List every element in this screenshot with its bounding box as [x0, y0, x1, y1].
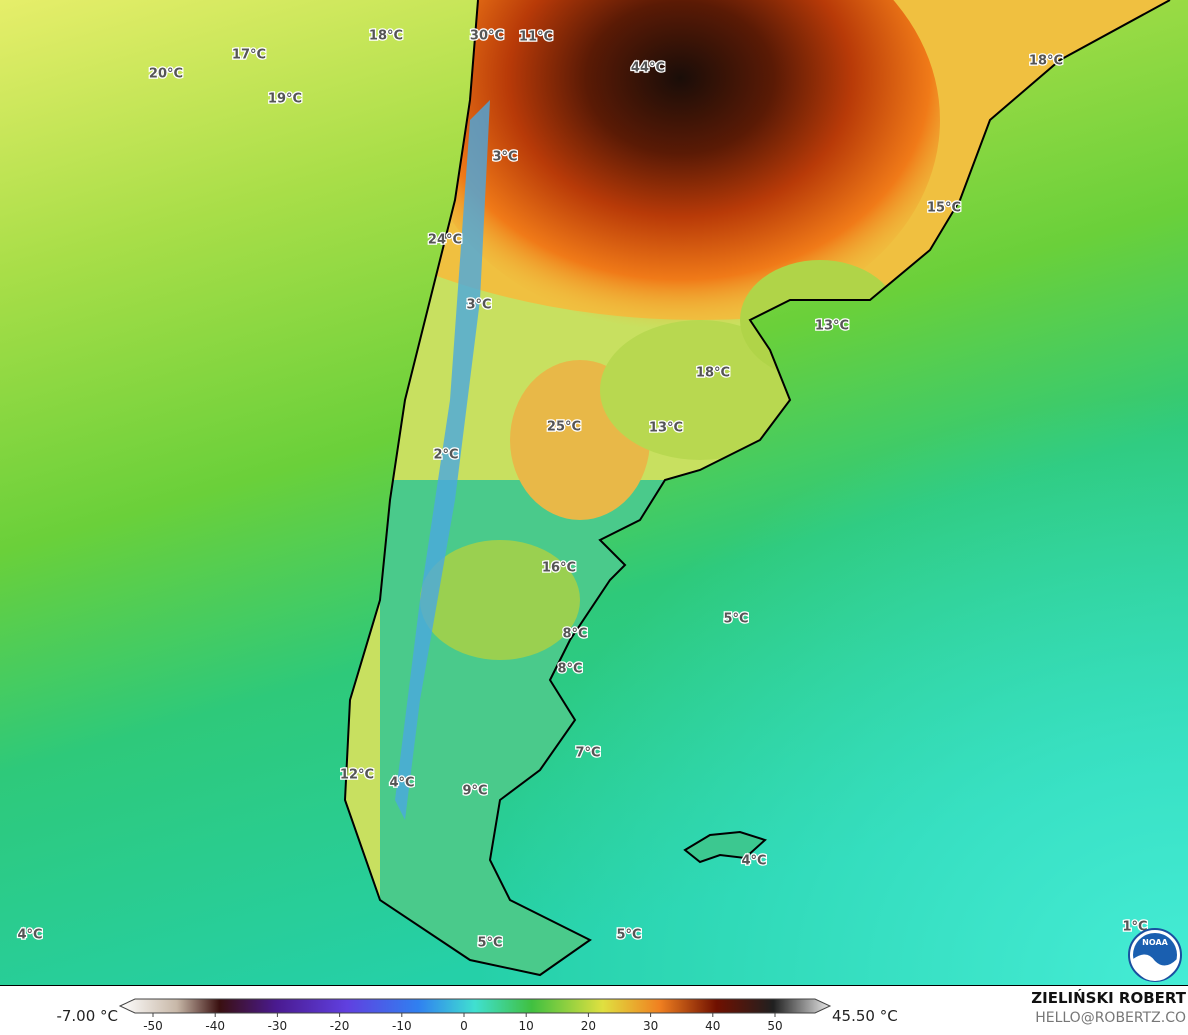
temperature-label: 16°C	[542, 561, 576, 576]
temperature-label: 8°C	[562, 627, 587, 642]
temperature-label: 5°C	[477, 936, 502, 951]
temperature-label: 17°C	[232, 48, 266, 63]
colorbar-tick-label: 50	[767, 1019, 782, 1033]
colorbar-tick-label: 10	[519, 1019, 534, 1033]
colorbar-tick-label: -10	[392, 1019, 412, 1033]
temperature-label: 5°C	[723, 612, 748, 627]
temperature-label: 9°C	[462, 784, 487, 799]
temperature-label: 18°C	[1029, 54, 1063, 69]
map-labels: 18°C 17°C 20°C 19°C 30°C 11°C 44°C 18°C 3°C 15°C 2…	[16, 27, 1149, 952]
colorbar-tick-label: 40	[705, 1019, 720, 1033]
temperature-label: 4°C	[741, 854, 766, 869]
temperature-label: 1°C	[1122, 920, 1147, 935]
colorbar-tick-label: -40	[205, 1019, 225, 1033]
colorbar-min: -7.00 °C	[56, 1007, 118, 1025]
temperature-label: 24°C	[428, 233, 462, 248]
coastline	[343, 0, 1171, 977]
temperature-label: 11°C	[519, 30, 553, 45]
logo-text: NOAA	[1142, 938, 1168, 947]
temperature-label: 3°C	[492, 150, 517, 165]
temperature-label: 44°C	[631, 61, 665, 76]
temperature-label: 18°C	[369, 29, 403, 44]
temperature-label: 13°C	[815, 319, 849, 334]
colorbar-tick-label: -20	[330, 1019, 350, 1033]
temperature-label: 4°C	[17, 928, 42, 943]
colorbar-ticks: -50 -40 -30 -20 -10 0 10 20 30 40 50	[143, 1013, 783, 1033]
noaa-logo: NOAA	[1128, 928, 1182, 982]
contact: HELLO@ROBERTZ.CO	[1035, 1010, 1186, 1026]
colorbar-tick-label: 0	[460, 1019, 468, 1033]
temperature-label: 4°C	[389, 776, 414, 791]
colorbar-tick-label: -30	[268, 1019, 288, 1033]
temperature-label: 12°C	[340, 768, 374, 783]
temperature-label: 20°C	[149, 67, 183, 82]
temperature-label: 30°C	[470, 29, 504, 44]
author: ZIELIŃSKI ROBERT	[1031, 988, 1186, 1007]
colorbar	[118, 998, 832, 1014]
colorbar-tick-label: 30	[643, 1019, 658, 1033]
temperature-label: 7°C	[575, 746, 600, 761]
temperature-label: 25°C	[547, 420, 581, 435]
temperature-label: 3°C	[466, 298, 491, 313]
temperature-label: 18°C	[696, 366, 730, 381]
temperature-label: 19°C	[268, 92, 302, 107]
colorbar-tick-label: -50	[143, 1019, 163, 1033]
temperature-label: 15°C	[927, 201, 961, 216]
temperature-label: 8°C	[557, 662, 582, 677]
colorbar-tick-label: 20	[581, 1019, 596, 1033]
falkland-islands	[683, 830, 767, 864]
temperature-label: 2°C	[433, 448, 458, 463]
temperature-label: 13°C	[649, 421, 683, 436]
colorbar-max: 45.50 °C	[832, 1007, 898, 1025]
temperature-label: 5°C	[616, 928, 641, 943]
